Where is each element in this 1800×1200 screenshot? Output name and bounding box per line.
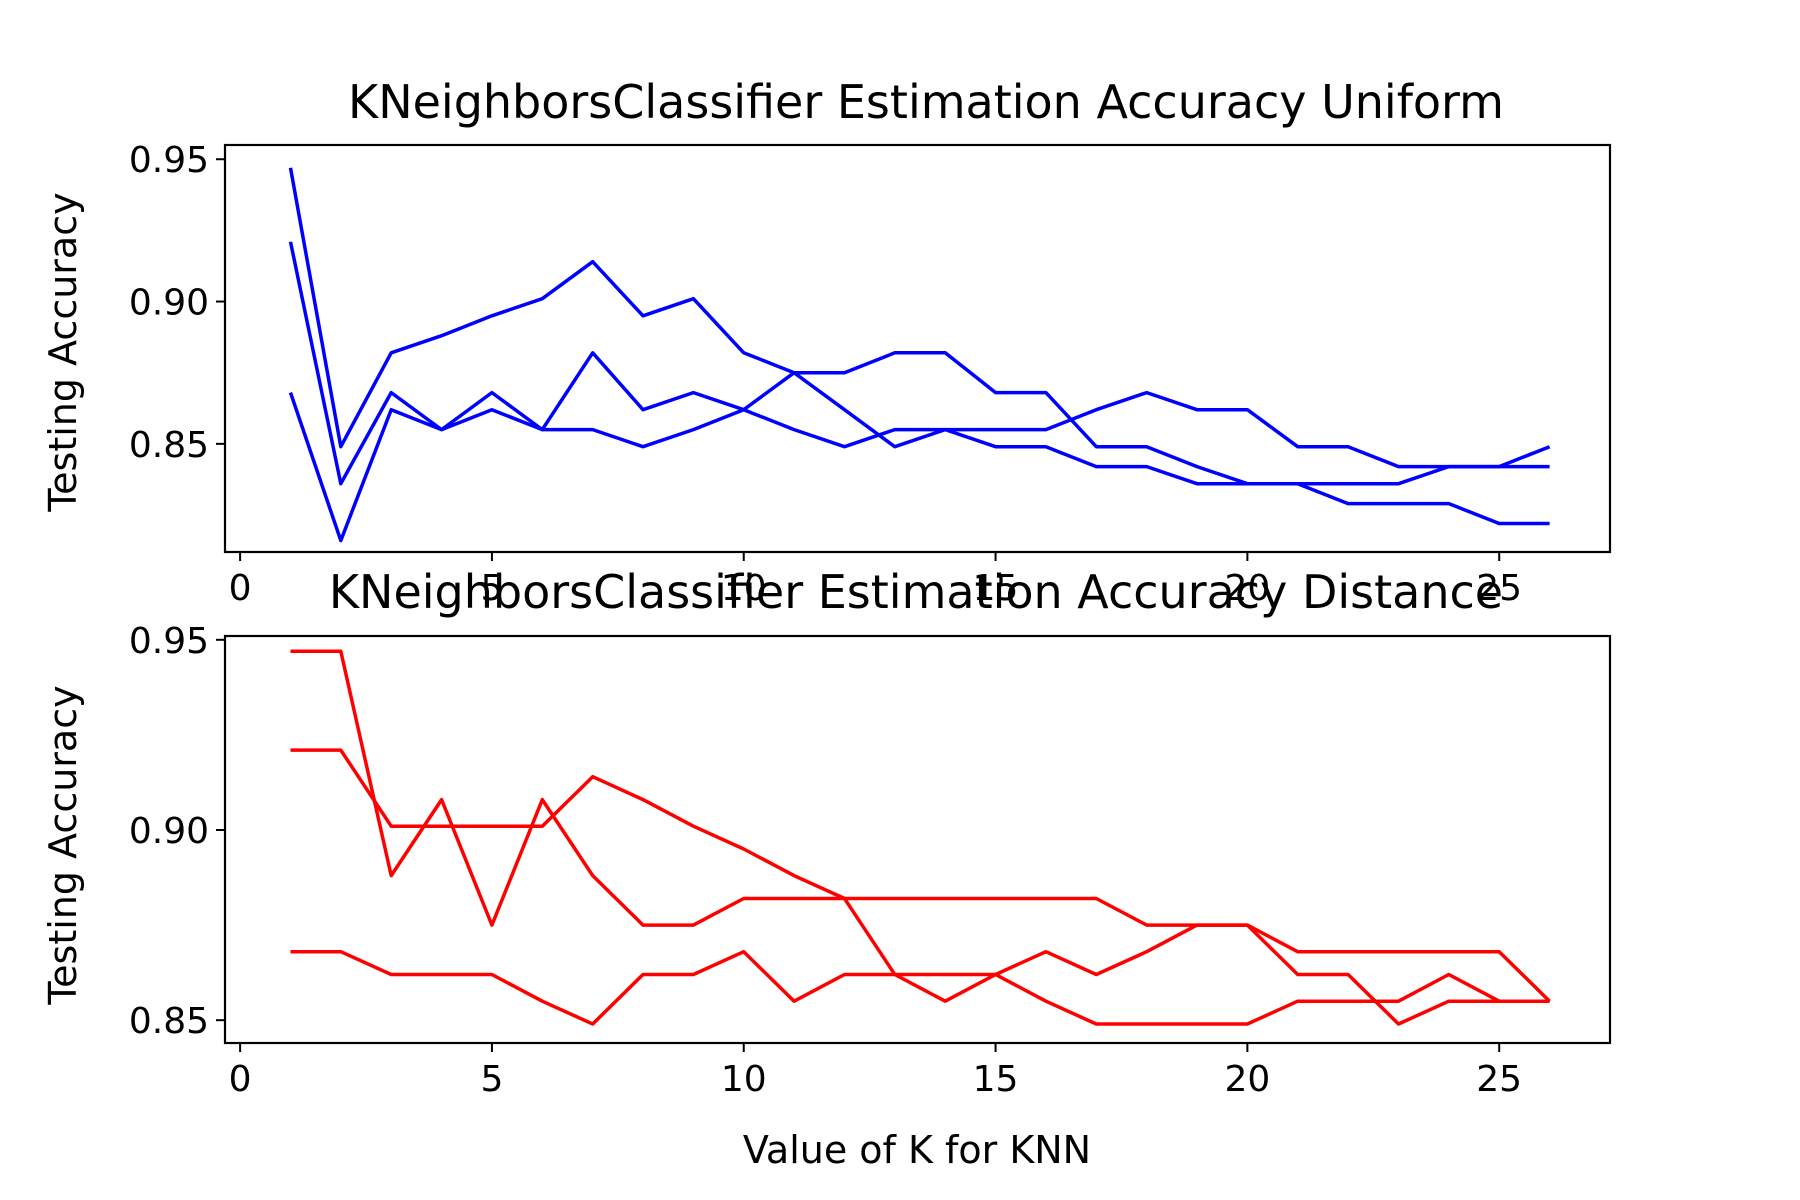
uniform-x-tick-label: 10 bbox=[721, 568, 767, 609]
distance-chart-title: KNeighborsClassifier Estimation Accuracy… bbox=[329, 565, 1503, 619]
uniform-y-axis-label: Testing Accuracy bbox=[41, 192, 85, 512]
uniform-y-axis: 0.85 0.90 0.95 bbox=[129, 140, 225, 466]
uniform-x-axis: 0 5 10 15 20 25 bbox=[229, 552, 1522, 609]
uniform-x-tick-label: 0 bbox=[229, 568, 252, 609]
uniform-plot-frame bbox=[223, 143, 1612, 554]
uniform-y-tick-label: 0.90 bbox=[129, 283, 209, 324]
uniform-chart-title: KNeighborsClassifier Estimation Accuracy… bbox=[348, 75, 1504, 129]
uniform-x-tick-label: 20 bbox=[1224, 568, 1270, 609]
distance-x-tick-label: 15 bbox=[973, 1059, 1019, 1100]
distance-plot-frame bbox=[223, 634, 1612, 1045]
uniform-subplot: KNeighborsClassifier Estimation Accuracy… bbox=[41, 75, 1612, 609]
distance-x-axis-label: Value of K for KNN bbox=[743, 1128, 1091, 1172]
uniform-series-line-3 bbox=[288, 351, 1550, 543]
distance-x-tick-label: 20 bbox=[1224, 1059, 1270, 1100]
distance-y-tick-label: 0.95 bbox=[129, 621, 209, 662]
distance-x-tick-label: 0 bbox=[229, 1059, 252, 1100]
uniform-plot-lines bbox=[288, 167, 1551, 543]
distance-y-tick-label: 0.90 bbox=[129, 811, 209, 852]
uniform-y-tick-label: 0.95 bbox=[129, 140, 209, 181]
distance-subplot: KNeighborsClassifier Estimation Accuracy… bbox=[41, 565, 1612, 1172]
uniform-series-line-2 bbox=[288, 241, 1551, 486]
distance-y-tick-label: 0.85 bbox=[129, 1001, 209, 1042]
distance-x-axis: 0 5 10 15 20 25 bbox=[229, 1043, 1522, 1100]
uniform-x-tick-label: 5 bbox=[480, 568, 503, 609]
uniform-x-tick-label: 25 bbox=[1476, 568, 1522, 609]
distance-series-line-2 bbox=[290, 748, 1550, 1026]
distance-plot-lines bbox=[290, 649, 1551, 1026]
distance-y-axis: 0.85 0.90 0.95 bbox=[129, 621, 225, 1042]
distance-x-tick-label: 10 bbox=[721, 1059, 767, 1100]
distance-y-axis-label: Testing Accuracy bbox=[41, 685, 85, 1005]
uniform-series-line-1 bbox=[288, 167, 1550, 526]
uniform-x-tick-label: 15 bbox=[973, 568, 1019, 609]
uniform-y-tick-label: 0.85 bbox=[129, 425, 209, 466]
distance-x-tick-label: 5 bbox=[480, 1059, 503, 1100]
distance-series-line-3 bbox=[290, 949, 1550, 1026]
distance-series-line-1 bbox=[290, 649, 1551, 1003]
distance-x-tick-label: 25 bbox=[1476, 1059, 1522, 1100]
